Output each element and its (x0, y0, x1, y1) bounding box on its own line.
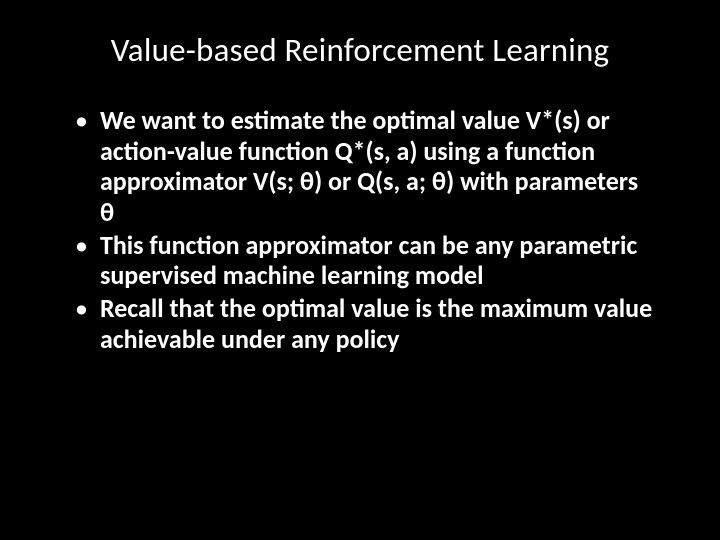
bullet-text: Recall that the optimal value is the max… (100, 293, 655, 354)
bullet-text: We want to estimate the optimal value V*… (100, 105, 655, 228)
bullet-text: This function approximator can be any pa… (100, 230, 655, 291)
bullet-item: • This function approximator can be any … (75, 230, 655, 291)
slide-title: Value-based Reinforcement Learning (55, 30, 665, 70)
slide-container: Value-based Reinforcement Learning • We … (0, 0, 720, 540)
slide-content: • We want to estimate the optimal value … (55, 105, 665, 354)
bullet-marker-icon: • (75, 105, 88, 136)
bullet-item: • Recall that the optimal value is the m… (75, 293, 655, 354)
bullet-marker-icon: • (75, 293, 88, 324)
bullet-marker-icon: • (75, 230, 88, 261)
bullet-item: • We want to estimate the optimal value … (75, 105, 655, 228)
